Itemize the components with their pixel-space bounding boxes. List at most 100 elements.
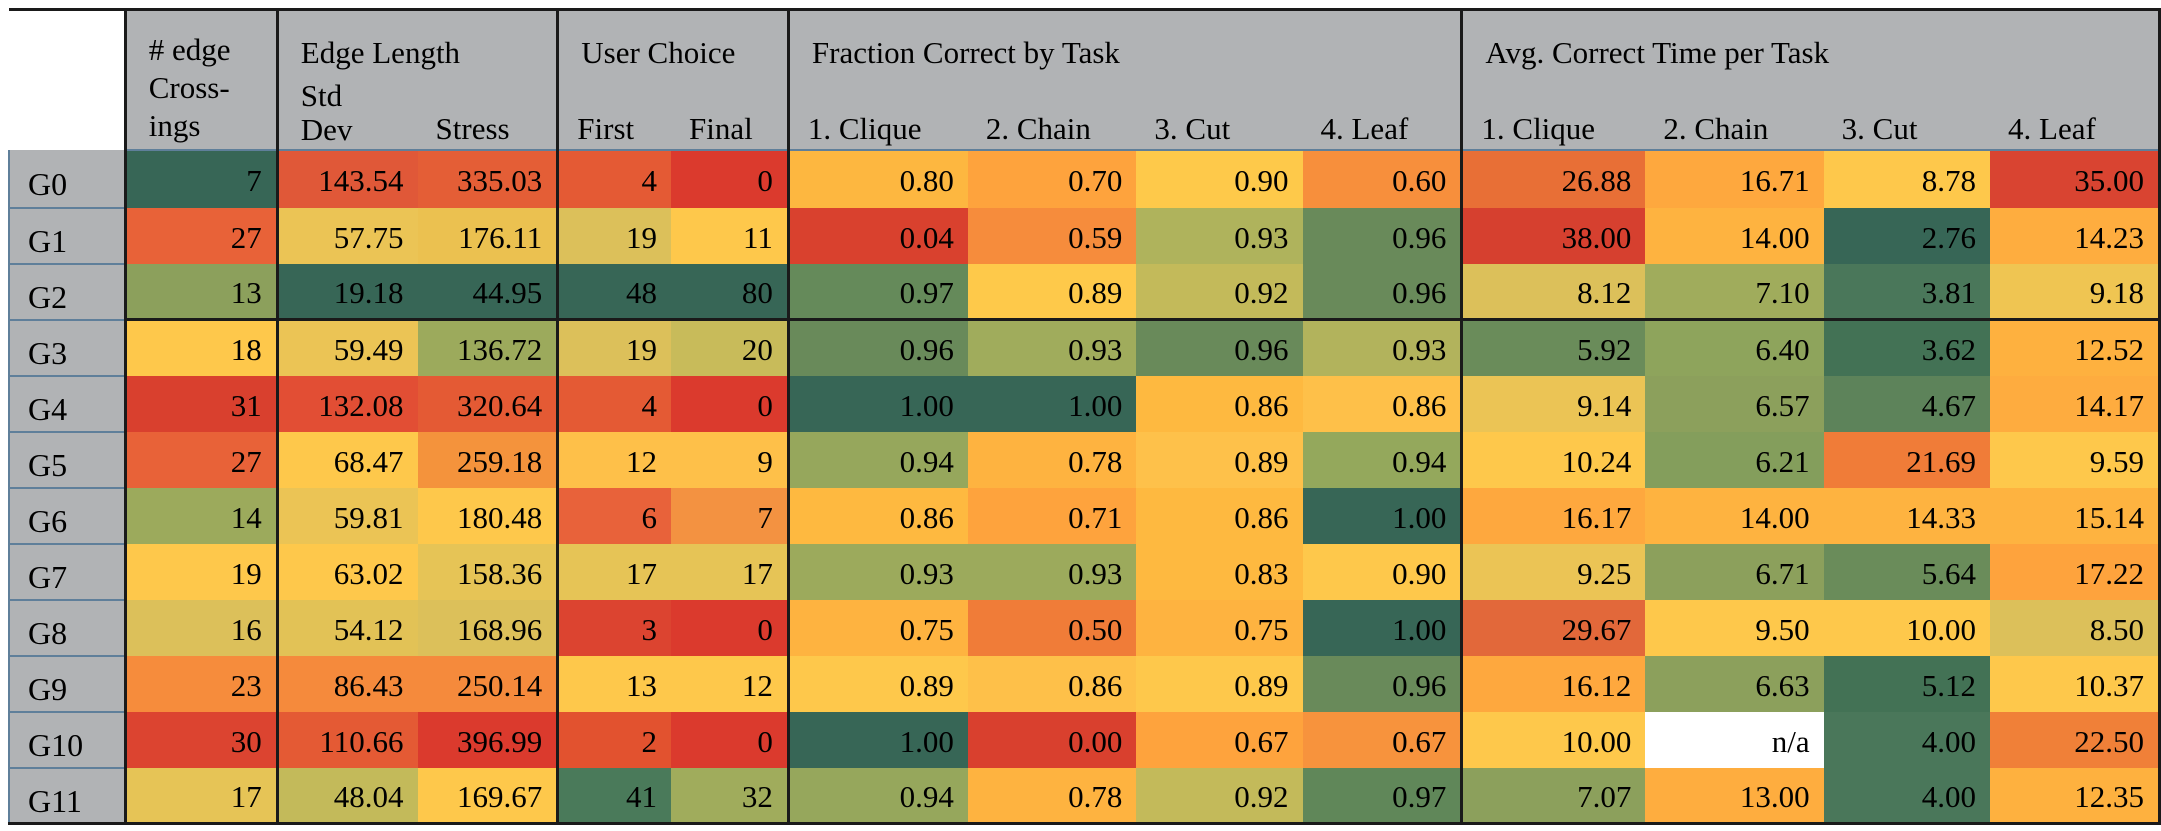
table-cell: 9.59 [1990,431,2161,488]
table-cell: 0.86 [967,655,1137,712]
header-fraction-correct-text: Fraction Correct by Task [811,35,1120,70]
table-cell: 0 [671,599,789,656]
table-cell: 0.96 [1136,318,1303,376]
table-cell: 17 [556,543,672,600]
table-cell: 14.33 [1823,487,1991,544]
table-cell: 5.64 [1823,543,1991,600]
table-cell: 0.96 [1302,207,1462,264]
table-cell: 11 [671,207,789,264]
table-cell: 32 [671,767,789,825]
table-cell: 16.12 [1460,655,1646,712]
table-cell: 80 [671,263,789,320]
table-cell: 31 [123,375,278,432]
header-time-leaf: 4. Leaf [1990,73,2161,151]
table-cell: 0.00 [967,711,1137,768]
table-cell: 38.00 [1460,207,1646,264]
table-cell: 0.92 [1136,263,1303,320]
header-time-cut: 3. Cut [1823,73,1991,151]
table-cell: 2.76 [1823,207,1991,264]
table-cell: 17.22 [1990,543,2161,600]
table-cell: 48 [556,263,672,320]
table-row: G10 30 110.66 396.99 2 0 1.00 0.00 0.67 0.67 10.00… [7,711,2161,769]
table-cell: 14.23 [1990,207,2161,264]
table-cell: 7 [671,487,789,544]
table-cell: 0.90 [1136,149,1303,208]
table-cell: 19.18 [275,263,418,320]
table-cell: 16.17 [1460,487,1646,544]
table-cell: 29.67 [1460,599,1646,656]
table-cell: 14.00 [1645,487,1824,544]
header-time-clique: 1. Clique [1460,73,1646,151]
table-cell: 169.67 [417,767,558,825]
table-cell: 12.52 [1990,318,2161,376]
table-cell: 6.63 [1645,655,1824,712]
table-row: G2 13 19.18 44.95 48 80 0.97 0.89 0.92 0.96 8.12 7.… [7,263,2161,321]
table-cell: 14.00 [1645,207,1824,264]
table-cell: 20 [671,318,789,376]
table-cell: 6.71 [1645,543,1824,600]
header-corner [9,8,126,150]
row-label: G3 [7,319,126,377]
table-cell: 0.60 [1302,149,1462,208]
header-std-dev: Std Dev [275,73,418,151]
table-cell: 14 [123,487,278,544]
table-cell: 13 [123,263,278,320]
table-cell: 1.00 [786,711,968,768]
table-cell: 0.86 [1136,375,1303,432]
table-cell: 12 [556,431,672,488]
table-cell: 0.75 [1136,599,1303,656]
table-cell: 143.54 [275,149,418,208]
results-table: # edge Cross- ings Edge Length User Choi… [7,8,2161,825]
table-cell: 250.14 [417,655,558,712]
table-cell: 1.00 [1302,599,1462,656]
table-cell: 9.14 [1460,375,1646,432]
table-cell: 6.21 [1645,431,1824,488]
header-crossings-line3: ings [148,108,201,143]
table-cell: 9.25 [1460,543,1646,600]
table-cell: 320.64 [417,375,558,432]
header-first: First [556,73,672,151]
table-cell: 19 [556,318,672,376]
header-fc-leaf: 4. Leaf [1302,73,1462,151]
header-edge-crossings: # edge Cross- ings [123,8,278,151]
table-cell: 15.14 [1990,487,2161,544]
header-user-choice-text: User Choice [581,35,736,70]
table-cell: 10.00 [1823,599,1991,656]
table-cell: 0.71 [967,487,1137,544]
table-cell: 5.12 [1823,655,1991,712]
table-cell: 17 [671,543,789,600]
table-cell: 176.11 [417,207,558,264]
table-cell: 5.92 [1460,318,1646,376]
table-cell: 0.97 [786,263,968,320]
table-cell: 12.35 [1990,767,2161,825]
header-avg-time-text: Avg. Correct Time per Task [1485,35,1830,70]
table-cell: 10.37 [1990,655,2161,712]
table-cell: 16 [123,599,278,656]
header-edge-length-text: Edge Length [300,35,461,70]
header-fc-cut: 3. Cut [1136,73,1303,151]
table-cell: 0.78 [967,431,1137,488]
table-cell: 26.88 [1460,149,1646,208]
table-cell: 14.17 [1990,375,2161,432]
table-cell: 22.50 [1990,711,2161,768]
table-cell: 13 [556,655,672,712]
table-cell: 0 [671,149,789,208]
table-cell: 1.00 [1302,487,1462,544]
table-cell: 0.96 [786,318,968,376]
table-cell: 0.96 [1302,655,1462,712]
row-label: G8 [7,599,126,657]
header-user-choice: User Choice [556,8,789,74]
table-cell: 0 [671,711,789,768]
table-cell: 0.50 [967,599,1137,656]
header-time-chain: 2. Chain [1645,73,1824,151]
table-cell: 63.02 [275,543,418,600]
header-crossings-line2: Cross- [148,70,230,105]
table-cell: 16.71 [1645,149,1824,208]
table-cell: 0.90 [1302,543,1462,600]
header-avg-time: Avg. Correct Time per Task [1460,8,2161,74]
table-cell: 0.04 [786,207,968,264]
table-cell: 30 [123,711,278,768]
table-cell: 0.89 [967,263,1137,320]
table-cell: 110.66 [275,711,418,768]
